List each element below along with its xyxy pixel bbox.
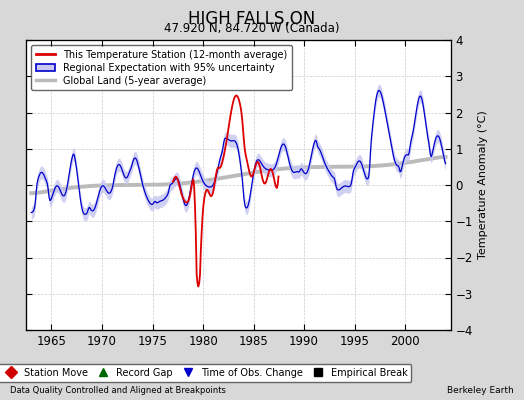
Text: HIGH FALLS,ON: HIGH FALLS,ON	[188, 10, 315, 28]
Y-axis label: Temperature Anomaly (°C): Temperature Anomaly (°C)	[478, 111, 488, 259]
Text: Data Quality Controlled and Aligned at Breakpoints: Data Quality Controlled and Aligned at B…	[10, 386, 226, 395]
Text: Berkeley Earth: Berkeley Earth	[447, 386, 514, 395]
Legend: Station Move, Record Gap, Time of Obs. Change, Empirical Break: Station Move, Record Gap, Time of Obs. C…	[0, 364, 411, 382]
Text: 47.920 N, 84.720 W (Canada): 47.920 N, 84.720 W (Canada)	[164, 22, 339, 35]
